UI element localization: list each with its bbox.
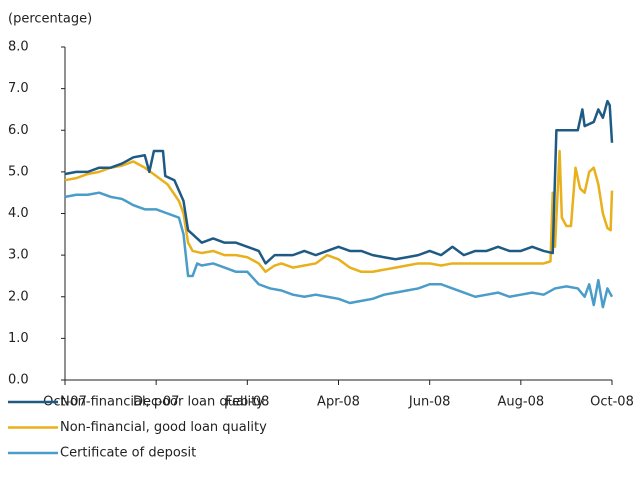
y-tick-label: 8.0 xyxy=(8,40,29,55)
x-tick-label: Oct-07 xyxy=(43,395,87,410)
x-tick-label: Aug-08 xyxy=(498,395,545,410)
y-tick-label: 0.0 xyxy=(8,373,29,388)
x-tick-label: Apr-08 xyxy=(317,395,360,410)
y-tick-label: 2.0 xyxy=(8,289,29,304)
y-tick-label: 1.0 xyxy=(8,331,29,346)
y-tick-label: 3.0 xyxy=(8,248,29,263)
legend-label: Non-financial, poor loan quality xyxy=(60,395,264,410)
series-line xyxy=(64,191,614,309)
series-line xyxy=(64,149,614,274)
y-tick-label: 7.0 xyxy=(8,81,29,96)
x-tick-label: Jun-08 xyxy=(408,395,451,410)
y-tick-label: 4.0 xyxy=(8,206,29,221)
legend-label: Non-financial, good loan quality xyxy=(60,420,267,435)
x-tick-label: Feb-08 xyxy=(225,395,269,410)
y-axis-label: (percentage) xyxy=(8,12,92,27)
y-tick-label: 5.0 xyxy=(8,164,29,179)
y-tick-label: 6.0 xyxy=(8,123,29,138)
x-tick-label: Oct-08 xyxy=(590,395,634,410)
series-line xyxy=(64,99,614,265)
x-tick-label: Dec-07 xyxy=(133,395,179,410)
legend-label: Certificate of deposit xyxy=(60,446,196,461)
